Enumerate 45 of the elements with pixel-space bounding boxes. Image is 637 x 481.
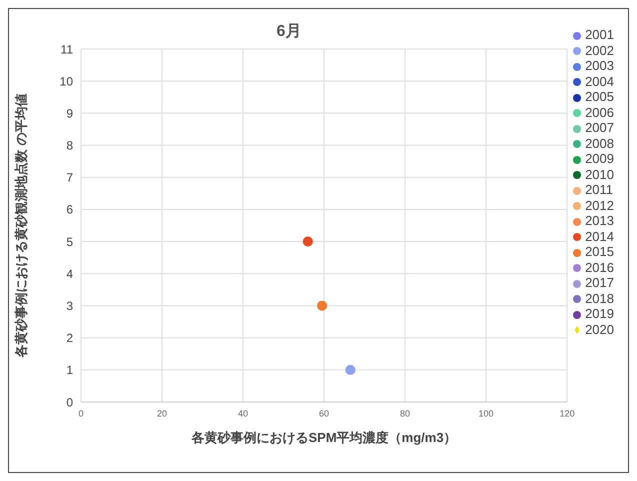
legend-label: 2013: [585, 213, 614, 228]
legend-label: 2005: [585, 89, 614, 104]
y-axis-title: 各黄砂事例における黄砂観測地点数 の平均値: [14, 94, 29, 358]
y-tick-label: 4: [66, 266, 74, 281]
x-tick-label: 100: [478, 408, 494, 418]
x-axis-title: 各黄砂事例におけるSPM平均濃度（mg/m3）: [190, 430, 457, 445]
legend-label: 2016: [585, 260, 614, 274]
legend-label: 2008: [585, 136, 614, 150]
x-tick-label: 40: [238, 408, 248, 418]
y-tick-label: 2: [66, 331, 74, 346]
y-tick-label: 5: [66, 234, 74, 249]
x-tick-label: 120: [560, 408, 575, 418]
legend-label: 2001: [585, 27, 614, 42]
legend-label: 2014: [585, 228, 614, 244]
legend-label: 2004: [585, 74, 614, 88]
y-tick-label: 9: [66, 106, 74, 120]
legend-label: 2006: [585, 104, 614, 120]
x-tick-label: 60: [319, 408, 330, 418]
legend-label: 2017: [585, 275, 614, 290]
y-tick-label: 1: [66, 363, 74, 378]
y-tick-label: 11: [60, 42, 74, 56]
legend-label: 2020: [585, 322, 614, 336]
chart-title: 6月: [276, 22, 302, 42]
legend-label: 2003: [585, 58, 614, 73]
y-tick-label: 6: [66, 202, 74, 217]
point: [345, 364, 356, 375]
y-tick-label: 7: [66, 170, 74, 185]
legend-label: 2011: [585, 182, 614, 197]
legend-label: 2009: [585, 151, 614, 166]
legend-label: 2015: [585, 244, 614, 259]
legend-label: 2002: [585, 42, 614, 58]
legend-label: 2010: [585, 166, 614, 182]
x-tick-label: 20: [157, 408, 168, 418]
point: [302, 236, 313, 247]
legend-label: 2019: [585, 306, 614, 321]
y-tick-label: 3: [66, 298, 74, 313]
y-tick-label: 0: [66, 395, 74, 410]
legend-label: 2018: [585, 290, 614, 306]
legend-label: 2012: [585, 198, 614, 212]
legend-label: 2007: [585, 120, 614, 135]
x-tick-label: 0: [78, 408, 84, 418]
y-tick-label: 8: [66, 138, 74, 153]
point: [317, 300, 328, 311]
x-tick-label: 80: [400, 408, 410, 418]
y-tick-label: 10: [60, 74, 74, 88]
